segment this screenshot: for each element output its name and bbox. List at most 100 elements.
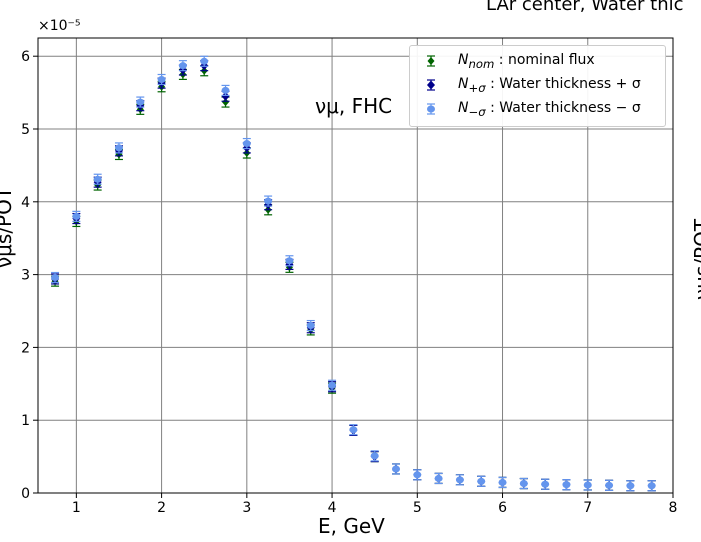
marker — [519, 480, 528, 488]
data-point — [200, 55, 209, 67]
y-tick-label: 4 — [21, 195, 30, 211]
legend-marker — [427, 103, 435, 115]
marker — [51, 274, 60, 282]
data-point — [306, 319, 315, 332]
marker — [221, 86, 230, 94]
data-point — [349, 424, 358, 436]
marker — [370, 452, 379, 460]
right-panel-y-axis-label: νμs/POT — [690, 218, 701, 300]
legend-marker-plus-sigma — [427, 79, 435, 91]
marker — [427, 80, 435, 90]
legend-subscript: nom — [468, 56, 495, 71]
data-point — [93, 173, 102, 185]
x-tick-label: 5 — [413, 500, 422, 516]
legend-item-minus-sigma: N−σ : Water thickness − σ — [418, 98, 641, 120]
legend-marker-nominal — [427, 55, 435, 67]
y-tick-label: 3 — [21, 268, 30, 284]
data-point — [455, 474, 464, 486]
legend-label: : nominal flux — [494, 51, 595, 68]
legend-symbol: N — [458, 99, 469, 116]
marker — [427, 57, 435, 65]
data-point — [541, 478, 550, 490]
data-point — [562, 479, 571, 491]
data-point — [498, 476, 507, 489]
marker — [136, 98, 145, 106]
data-point — [477, 475, 486, 487]
data-point — [72, 210, 81, 222]
data-point — [519, 477, 528, 490]
series-2 — [51, 55, 656, 492]
marker — [413, 471, 422, 479]
marker — [306, 322, 315, 330]
y-tick-label: 0 — [21, 486, 30, 502]
data-point — [51, 271, 60, 284]
marker — [264, 197, 273, 205]
x-tick-label: 1 — [72, 500, 81, 516]
marker — [562, 481, 571, 489]
legend-item-nominal: Nnom : nominal flux — [418, 50, 595, 72]
marker — [242, 140, 251, 148]
x-tick-label: 6 — [498, 500, 507, 516]
marker — [626, 482, 635, 490]
marker — [434, 474, 443, 482]
x-tick-label: 7 — [583, 500, 592, 516]
marker — [477, 477, 486, 485]
legend-symbol: N — [458, 75, 469, 92]
x-axis-label: E, GeV — [318, 514, 385, 538]
marker — [222, 98, 230, 107]
data-point — [136, 96, 145, 108]
plot-frame — [37, 37, 674, 494]
data-point — [178, 60, 187, 72]
y-axis-multiplier: ×10⁻⁵ — [38, 18, 81, 34]
marker — [605, 481, 614, 489]
legend-subscript: +σ — [468, 80, 486, 95]
marker — [178, 62, 187, 70]
data-point — [434, 472, 443, 485]
y-tick-label: 6 — [21, 49, 30, 65]
x-tick-label: 8 — [669, 500, 678, 516]
marker — [72, 212, 81, 220]
data-point — [114, 142, 123, 154]
data-point — [285, 255, 294, 267]
data-point — [583, 479, 592, 491]
data-point — [647, 480, 656, 492]
marker — [498, 478, 507, 486]
marker — [200, 57, 209, 65]
marker — [221, 91, 230, 101]
y-tick-label: 1 — [21, 413, 30, 429]
x-tick-label: 4 — [328, 500, 337, 516]
marker — [455, 476, 464, 484]
legend-marker — [427, 55, 435, 67]
marker — [93, 175, 102, 183]
y-axis-label: νμs/POT — [0, 186, 16, 268]
legend-subscript: −σ — [468, 104, 486, 119]
legend-marker — [427, 79, 435, 91]
data-point — [413, 469, 422, 481]
marker — [328, 381, 337, 389]
legend-item-plus-sigma: N+σ : Water thickness + σ — [418, 74, 641, 96]
marker — [285, 257, 294, 265]
marker — [157, 75, 166, 83]
y-tick-label: 2 — [21, 340, 30, 356]
legend: Nnom : nominal flux N+σ : Water thicknes… — [409, 45, 666, 127]
data-point — [157, 73, 166, 86]
legend-label: : Water thickness + σ — [485, 75, 641, 92]
x-tick-label: 2 — [157, 500, 166, 516]
data-point — [221, 84, 230, 97]
data-point — [242, 137, 251, 150]
flux-annotation: νμ, FHC — [315, 94, 393, 118]
data-point — [328, 379, 337, 391]
marker — [391, 465, 400, 473]
data-points — [51, 55, 656, 492]
legend-marker-minus-sigma — [427, 103, 435, 115]
marker — [114, 144, 123, 152]
x-tick-label: 3 — [242, 500, 251, 516]
chart-title: LAr center, Water thic — [486, 0, 684, 15]
marker — [427, 105, 435, 113]
legend-symbol: N — [458, 51, 469, 68]
data-point — [626, 480, 635, 492]
data-point — [264, 195, 273, 207]
data-point — [370, 450, 379, 462]
y-tick-label: 5 — [21, 122, 30, 138]
data-point — [391, 463, 400, 475]
